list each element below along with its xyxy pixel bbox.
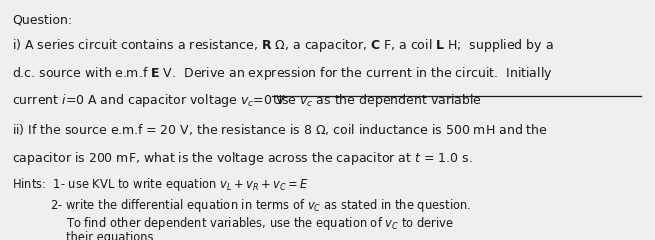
Text: i) A series circuit contains a resistance, $\mathbf{R}$ $\Omega$, a capacitor, $: i) A series circuit contains a resistanc… [12, 37, 553, 54]
Text: their equations.: their equations. [66, 231, 157, 240]
Text: d.c. source with e.m.f $\mathbf{E}$ V.  Derive an expression for the current in : d.c. source with e.m.f $\mathbf{E}$ V. D… [12, 65, 552, 82]
Text: ii) If the source e.m.f = 20 V, the resistance is 8 $\Omega$, coil inductance is: ii) If the source e.m.f = 20 V, the resi… [12, 122, 548, 137]
Text: Question:: Question: [12, 13, 72, 26]
Text: capacitor is 200 mF, what is the voltage across the capacitor at $t$ = $\mathit{: capacitor is 200 mF, what is the voltage… [12, 150, 473, 167]
Text: Hints:  1- use KVL to write equation $v_L + v_R + v_C = E$: Hints: 1- use KVL to write equation $v_L… [12, 176, 308, 193]
Text: To find other dependent variables, use the equation of $v_C$ to derive: To find other dependent variables, use t… [66, 215, 454, 232]
Text: Use $v_c$ as the dependent variable: Use $v_c$ as the dependent variable [272, 92, 482, 109]
Text: 2- write the differential equation in terms of $v_C$ as stated in the question.: 2- write the differential equation in te… [50, 197, 471, 214]
Text: current $\mathit{i}$=0 A and capacitor voltage $v_c$=0 V.: current $\mathit{i}$=0 A and capacitor v… [12, 92, 293, 109]
